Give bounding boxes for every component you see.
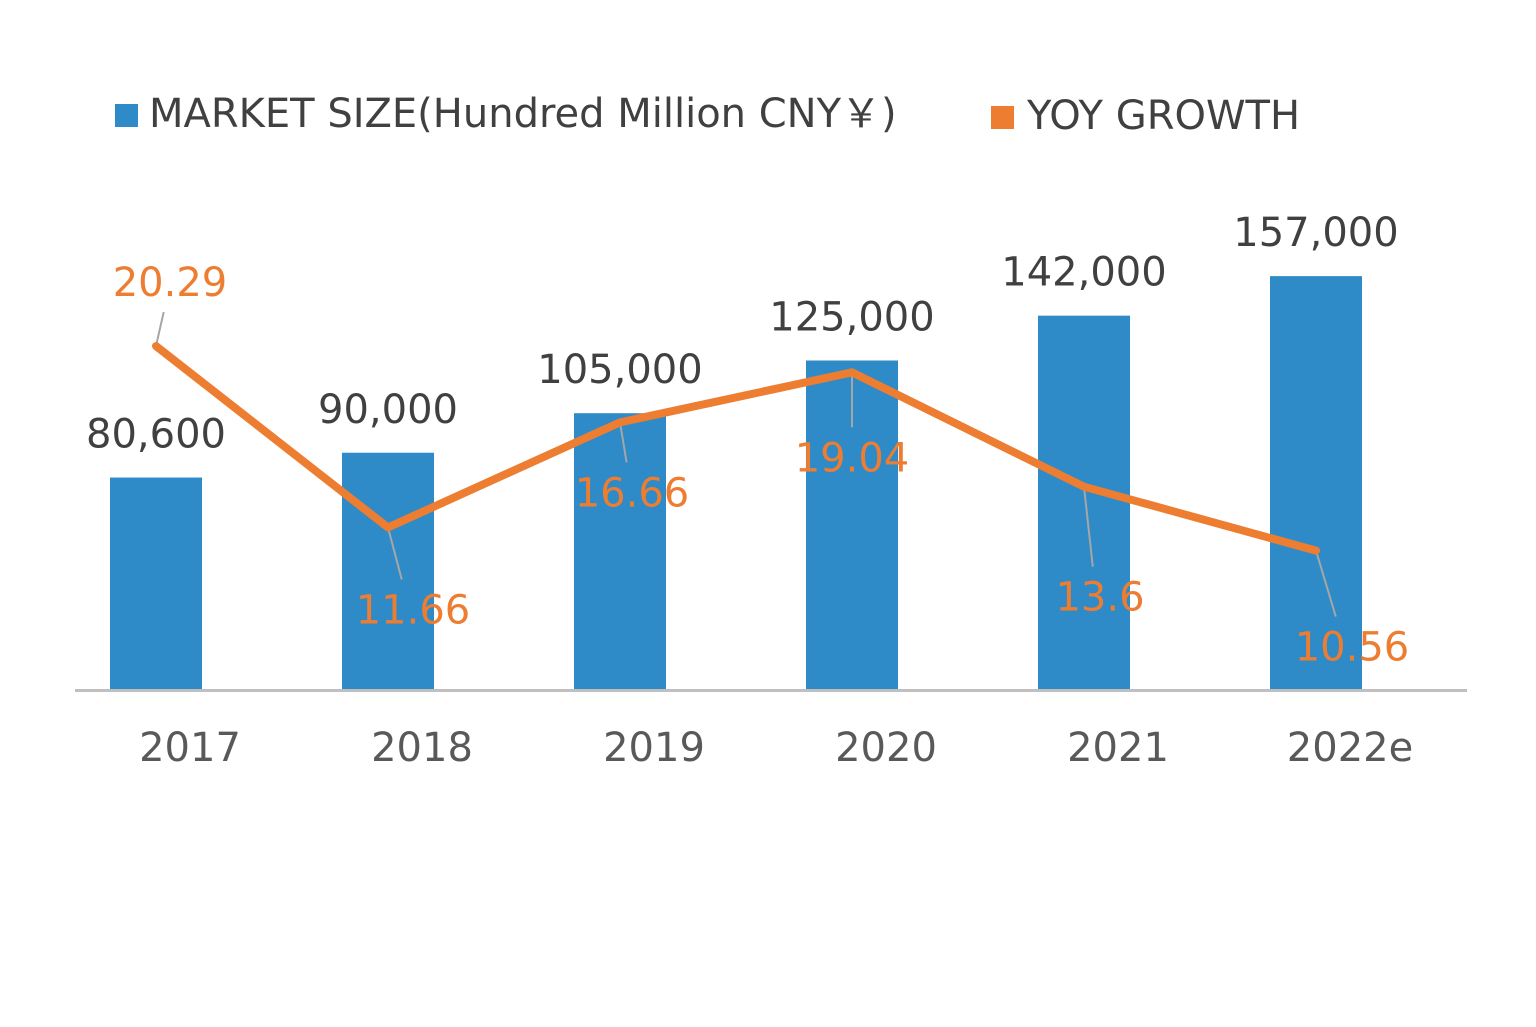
leader-line-2019 bbox=[619, 422, 628, 463]
bar-label-2020: 125,000 bbox=[769, 294, 934, 340]
bar-label-2017: 80,600 bbox=[86, 412, 226, 458]
bar-2017 bbox=[110, 477, 202, 690]
bar-label-2019: 105,000 bbox=[537, 347, 702, 393]
bar-2022e bbox=[1270, 276, 1362, 690]
bar-label-2022e: 157,000 bbox=[1233, 210, 1398, 256]
bar-label-2018: 90,000 bbox=[318, 387, 458, 433]
line-label-2019: 16.66 bbox=[575, 470, 690, 516]
legend-label-market-size: MARKET SIZE(Hundred Million CNY￥) bbox=[149, 91, 897, 137]
yoy-growth-line bbox=[152, 342, 1320, 555]
leader-line-2017 bbox=[155, 311, 165, 347]
legend-label-yoy-growth: YOY GROWTH bbox=[1026, 93, 1300, 139]
leader-lines bbox=[155, 311, 1337, 617]
x-tick-label-2017: 2017 bbox=[139, 725, 241, 771]
legend-swatch-market-size bbox=[115, 104, 138, 127]
bar-data-labels: 80,600 90,000 105,000 125,000 142,000 157,000 bbox=[86, 210, 1399, 457]
x-tick-label-2019: 2019 bbox=[603, 725, 705, 771]
legend-swatch-yoy-growth bbox=[991, 106, 1014, 129]
bar-label-2021: 142,000 bbox=[1001, 250, 1166, 296]
bar-2019 bbox=[574, 413, 666, 690]
bar-2021 bbox=[1038, 315, 1130, 690]
x-axis-tick-labels: 2017 2018 2019 2020 2021 2022e bbox=[139, 725, 1413, 771]
legend: MARKET SIZE(Hundred Million CNY￥) YOY GR… bbox=[115, 91, 1300, 139]
leader-line-2021 bbox=[1083, 486, 1094, 567]
bar-series bbox=[110, 276, 1362, 690]
bar-2018 bbox=[342, 452, 434, 690]
line-label-2020: 19.04 bbox=[795, 435, 910, 481]
leader-line-2022e bbox=[1315, 550, 1337, 617]
x-tick-label-2018: 2018 bbox=[371, 725, 473, 771]
line-label-2018: 11.66 bbox=[356, 587, 471, 633]
x-tick-label-2020: 2020 bbox=[835, 725, 937, 771]
line-data-labels: 20.29 11.66 16.66 19.04 13.6 10.56 bbox=[113, 260, 1410, 671]
line-label-2017: 20.29 bbox=[113, 260, 228, 306]
leader-line-2018 bbox=[387, 527, 403, 580]
line-series bbox=[152, 342, 1320, 555]
line-label-2022e: 10.56 bbox=[1295, 625, 1410, 671]
x-tick-label-2021: 2021 bbox=[1067, 725, 1169, 771]
line-label-2021: 13.6 bbox=[1055, 575, 1144, 621]
x-tick-label-2022e: 2022e bbox=[1287, 725, 1413, 771]
